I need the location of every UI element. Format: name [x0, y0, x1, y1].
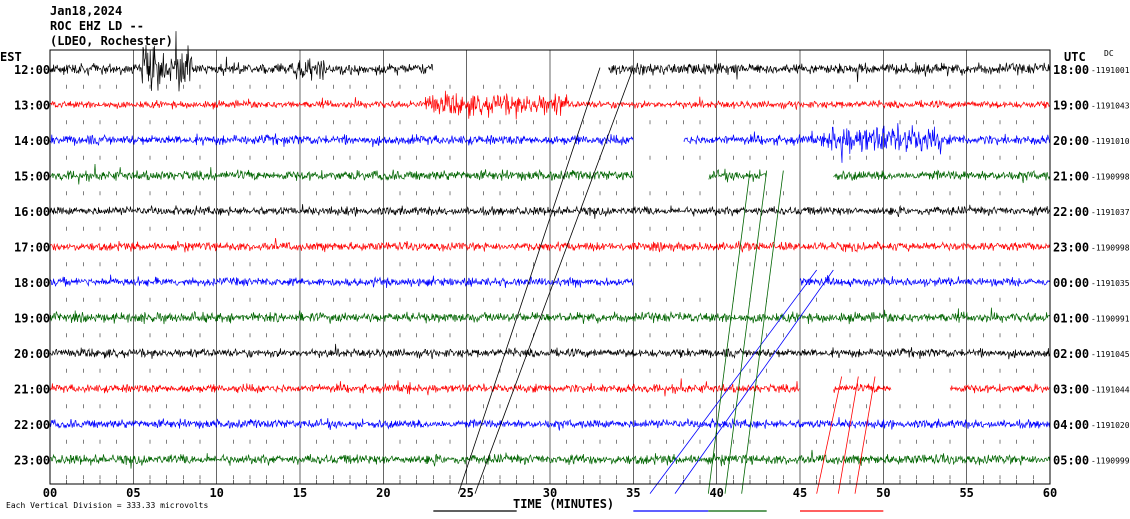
diagonal-line [854, 376, 876, 494]
seismic-trace [49, 90, 1050, 120]
trace-row-12:00 [49, 31, 1050, 92]
x-tick-label: 40 [709, 486, 723, 500]
x-axis-label: TIME (MINUTES) [513, 497, 614, 511]
trace-row-15:00 [49, 163, 1050, 185]
dc-value: -1190998 [1091, 173, 1130, 182]
utc-label: 03:00 [1053, 383, 1089, 397]
dc-value: -1191020 [1091, 421, 1130, 430]
est-label: 19:00 [14, 312, 50, 326]
x-tick-label: 05 [126, 486, 140, 500]
plot-frame [49, 49, 1051, 485]
trace-row-21:00 [49, 378, 1050, 397]
grid [49, 50, 1051, 484]
est-label: 20:00 [14, 347, 50, 361]
utc-labels: 18:00 -1191001 19:00 -1191043 20:00 -1191010 2… [1053, 63, 1130, 468]
seismic-trace [49, 204, 1050, 219]
dc-value: -1191044 [1091, 386, 1130, 395]
dc-value: -1190999 [1091, 457, 1130, 466]
diagonal-line [674, 269, 834, 494]
utc-label: 23:00 [1053, 241, 1089, 255]
seismic-trace [49, 274, 1050, 289]
trace-row-17:00 [49, 238, 1050, 253]
x-tick-label: 00 [43, 486, 57, 500]
est-label: 15:00 [14, 170, 50, 184]
seismic-trace [49, 307, 1050, 325]
utc-label: 00:00 [1053, 276, 1089, 290]
diagonal-lines [457, 67, 876, 494]
est-label: 18:00 [14, 276, 50, 290]
seismic-trace [50, 343, 1050, 360]
seismic-trace [49, 417, 1050, 431]
diagonal-line [707, 170, 751, 494]
header-network: (LDEO, Rochester) [50, 34, 173, 48]
diagonal-line [816, 376, 843, 494]
seismic-trace [49, 449, 1050, 469]
est-label: 14:00 [14, 134, 50, 148]
est-labels: 12:00 13:00 14:00 15:00 16:00 17:00 18:00 19:00… [14, 63, 50, 468]
utc-label: 22:00 [1053, 205, 1089, 219]
dc-label: DC [1104, 49, 1114, 58]
utc-label: 04:00 [1053, 418, 1089, 432]
trace-row-18:00 [49, 274, 1050, 289]
diagonal-line [474, 67, 634, 494]
utc-label: 21:00 [1053, 170, 1089, 184]
x-tick-labels: 00 05 10 15 20 25 30 35 40 45 50 55 60 [43, 486, 1057, 500]
trace-row-13:00 [49, 90, 1050, 120]
trace-row-22:00 [49, 417, 1050, 431]
header-date: Jan18,2024 [50, 4, 122, 18]
est-label: 22:00 [14, 418, 50, 432]
dc-value: -1191043 [1091, 102, 1130, 111]
est-label: 21:00 [14, 383, 50, 397]
seismic-trace [49, 238, 1050, 253]
utc-label: 02:00 [1053, 347, 1089, 361]
seismic-trace [49, 378, 1050, 397]
diagonal-line [457, 67, 601, 494]
trace-row-23:00 [49, 449, 1050, 469]
x-tick-label: 60 [1043, 486, 1057, 500]
est-label: 23:00 [14, 454, 50, 468]
x-tick-label: 30 [543, 486, 557, 500]
diagonal-line [837, 376, 859, 494]
dc-value: -1190991 [1091, 315, 1130, 324]
seismic-trace [49, 123, 1050, 163]
dc-value: -1191045 [1091, 350, 1130, 359]
left-axis-label: EST [0, 50, 22, 64]
trace-row-19:00 [49, 307, 1050, 325]
dc-value: -1190998 [1091, 244, 1130, 253]
header-station: ROC EHZ LD -- [50, 19, 144, 33]
x-tick-label: 15 [293, 486, 307, 500]
diagonal-line [724, 170, 768, 494]
x-tick-label: 10 [209, 486, 223, 500]
est-label: 16:00 [14, 205, 50, 219]
utc-label: 05:00 [1053, 454, 1089, 468]
seismic-trace [49, 31, 1050, 92]
x-tick-label: 35 [626, 486, 640, 500]
seismic-trace [49, 163, 1050, 185]
dc-value: -1191037 [1091, 208, 1130, 217]
x-tick-label: 55 [959, 486, 973, 500]
x-tick-label: 25 [459, 486, 473, 500]
dc-value: -1191010 [1091, 137, 1130, 146]
x-tick-label: 20 [376, 486, 390, 500]
est-label: 13:00 [14, 99, 50, 113]
trace-row-20:00 [50, 343, 1050, 360]
traces [49, 31, 1050, 469]
diagonal-line [649, 269, 817, 494]
x-tick-label: 45 [793, 486, 807, 500]
est-label: 17:00 [14, 241, 50, 255]
dc-value: -1191035 [1091, 279, 1130, 288]
trace-row-16:00 [49, 204, 1050, 219]
utc-label: 18:00 [1053, 63, 1089, 77]
x-tick-label: 50 [876, 486, 890, 500]
est-label: 12:00 [14, 63, 50, 77]
utc-label: 01:00 [1053, 312, 1089, 326]
right-axis-label: UTC [1064, 50, 1086, 64]
diagonal-line [741, 170, 784, 494]
footer-note: Each Vertical Division = 333.33 microvol… [6, 501, 208, 510]
trace-row-14:00 [49, 123, 1050, 163]
utc-label: 20:00 [1053, 134, 1089, 148]
dc-value: -1191001 [1091, 66, 1130, 75]
utc-label: 19:00 [1053, 99, 1089, 113]
